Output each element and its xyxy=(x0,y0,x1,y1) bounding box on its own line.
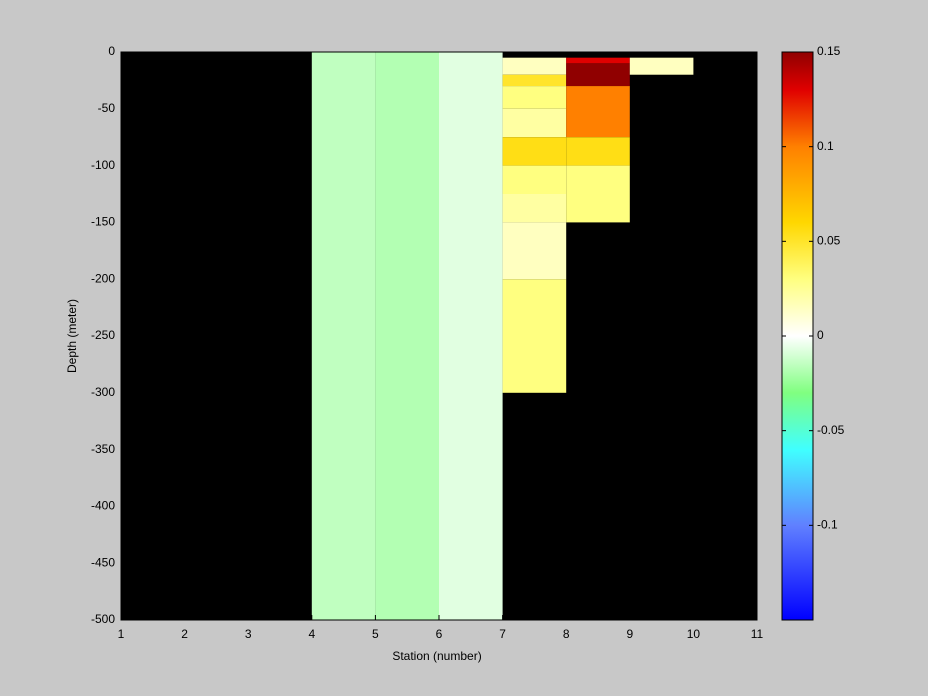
x-tick-label: 7 xyxy=(499,627,506,641)
heatmap-cell xyxy=(502,279,567,393)
heatmap-cell xyxy=(502,165,567,194)
heatmap-cell xyxy=(502,86,567,109)
y-tick-label: -450 xyxy=(91,555,115,569)
x-tick-label: 10 xyxy=(687,627,701,641)
x-tick-label: 3 xyxy=(245,627,252,641)
y-tick-label: -400 xyxy=(91,499,115,513)
heatmap-cell xyxy=(502,57,567,75)
y-axis-label: Depth (meter) xyxy=(65,299,79,373)
y-tick-label: -50 xyxy=(98,101,116,115)
heatmap-cell xyxy=(566,57,630,64)
heatmap-cell xyxy=(502,194,567,223)
x-tick-label: 8 xyxy=(563,627,570,641)
x-tick-label: 6 xyxy=(436,627,443,641)
colorbar-tick-label: -0.1 xyxy=(817,518,838,532)
heatmap-cell xyxy=(502,222,567,280)
y-tick-label: 0 xyxy=(108,44,115,58)
y-tick-label: -100 xyxy=(91,158,115,172)
heatmap-cell xyxy=(566,165,630,223)
x-tick-label: 9 xyxy=(626,627,633,641)
heatmap-cell xyxy=(502,74,567,87)
y-tick-label: -300 xyxy=(91,385,115,399)
colorbar-tick-label: 0.1 xyxy=(817,139,834,153)
y-tick-label: -200 xyxy=(91,271,115,285)
heatmap-cell xyxy=(375,52,439,620)
x-tick-label: 4 xyxy=(308,627,315,641)
x-axis-label: Station (number) xyxy=(392,649,481,663)
heatmap-cell xyxy=(311,52,376,620)
colorbar xyxy=(781,51,814,621)
heatmap-cell xyxy=(502,108,567,138)
y-tick-label: -250 xyxy=(91,328,115,342)
heatmap-cell xyxy=(502,137,567,166)
colorbar-tick-label: 0.15 xyxy=(817,44,841,58)
heatmap-cell xyxy=(629,57,694,75)
colorbar-tick-label: 0.05 xyxy=(817,234,841,248)
heatmap-cell xyxy=(566,137,630,166)
colorbar-tick-label: 0 xyxy=(817,328,824,342)
colorbar-tick-label: -0.05 xyxy=(817,423,845,437)
y-tick-label: -150 xyxy=(91,215,115,229)
y-tick-label: -350 xyxy=(91,442,115,456)
heatmap-cell xyxy=(566,63,630,87)
x-tick-label: 2 xyxy=(181,627,188,641)
x-tick-label: 5 xyxy=(372,627,379,641)
x-tick-label: 11 xyxy=(751,627,764,641)
x-tick-label: 1 xyxy=(118,627,125,641)
heatmap-cell xyxy=(566,86,630,138)
heatmap-cell xyxy=(439,52,503,620)
y-tick-label: -500 xyxy=(91,612,115,626)
